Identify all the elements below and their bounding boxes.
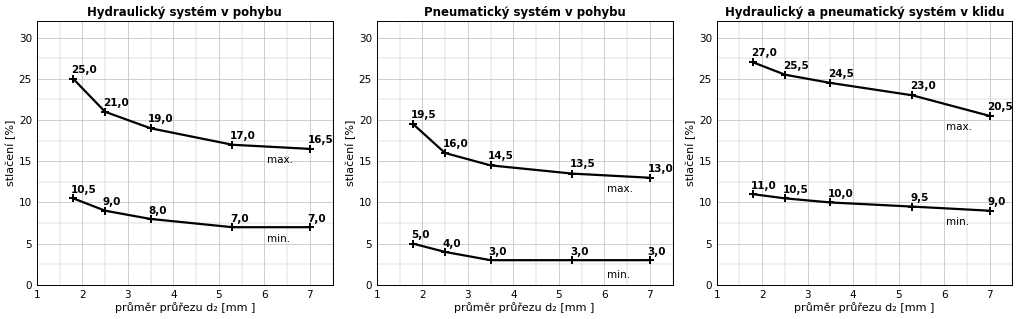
- Text: 10,5: 10,5: [782, 185, 809, 195]
- Y-axis label: stlačení [%]: stlačení [%]: [5, 120, 16, 186]
- Text: 10,0: 10,0: [828, 189, 854, 199]
- Text: 8,0: 8,0: [148, 206, 167, 216]
- Text: 13,5: 13,5: [570, 160, 596, 169]
- Text: 25,5: 25,5: [782, 61, 809, 70]
- Text: 3,0: 3,0: [570, 247, 589, 257]
- Y-axis label: stlačení [%]: stlačení [%]: [345, 120, 356, 186]
- Text: 25,0: 25,0: [71, 65, 96, 75]
- Text: 23,0: 23,0: [910, 81, 936, 91]
- Text: 3,0: 3,0: [647, 247, 666, 257]
- Text: 3,0: 3,0: [488, 247, 507, 257]
- X-axis label: průměr průřezu d₂ [mm ]: průměr průřezu d₂ [mm ]: [455, 302, 595, 314]
- Text: 11,0: 11,0: [751, 181, 776, 191]
- Text: 9,5: 9,5: [910, 193, 929, 203]
- Text: 14,5: 14,5: [488, 151, 514, 161]
- Title: Pneumatický systém v pohybu: Pneumatický systém v pohybu: [424, 5, 626, 19]
- X-axis label: průměr průřezu d₂ [mm ]: průměr průřezu d₂ [mm ]: [115, 302, 255, 314]
- Text: 16,5: 16,5: [307, 135, 333, 145]
- Text: max.: max.: [266, 155, 293, 165]
- Text: min.: min.: [266, 234, 290, 244]
- Y-axis label: stlačení [%]: stlačení [%]: [685, 120, 696, 186]
- Text: 19,0: 19,0: [148, 114, 174, 124]
- Text: max.: max.: [606, 184, 633, 194]
- Text: 5,0: 5,0: [411, 230, 429, 241]
- Title: Hydraulický a pneumatický systém v klidu: Hydraulický a pneumatický systém v klidu: [725, 5, 1005, 19]
- Text: 19,5: 19,5: [411, 110, 436, 120]
- Text: 21,0: 21,0: [102, 98, 129, 108]
- Text: 7,0: 7,0: [307, 214, 327, 224]
- Text: 9,0: 9,0: [987, 197, 1006, 207]
- Text: 9,0: 9,0: [102, 197, 121, 207]
- Text: 7,0: 7,0: [230, 214, 249, 224]
- Text: 16,0: 16,0: [442, 139, 469, 149]
- Text: 13,0: 13,0: [647, 164, 673, 174]
- X-axis label: průměr průřezu d₂ [mm ]: průměr průřezu d₂ [mm ]: [795, 302, 935, 314]
- Title: Hydraulický systém v pohybu: Hydraulický systém v pohybu: [87, 5, 282, 19]
- Text: 10,5: 10,5: [71, 185, 96, 195]
- Text: 17,0: 17,0: [230, 131, 256, 141]
- Text: max.: max.: [946, 122, 973, 132]
- Text: 27,0: 27,0: [751, 48, 777, 58]
- Text: 24,5: 24,5: [828, 69, 854, 79]
- Text: min.: min.: [606, 270, 630, 280]
- Text: min.: min.: [946, 217, 970, 227]
- Text: 20,5: 20,5: [987, 102, 1013, 112]
- Text: 4,0: 4,0: [442, 239, 462, 249]
